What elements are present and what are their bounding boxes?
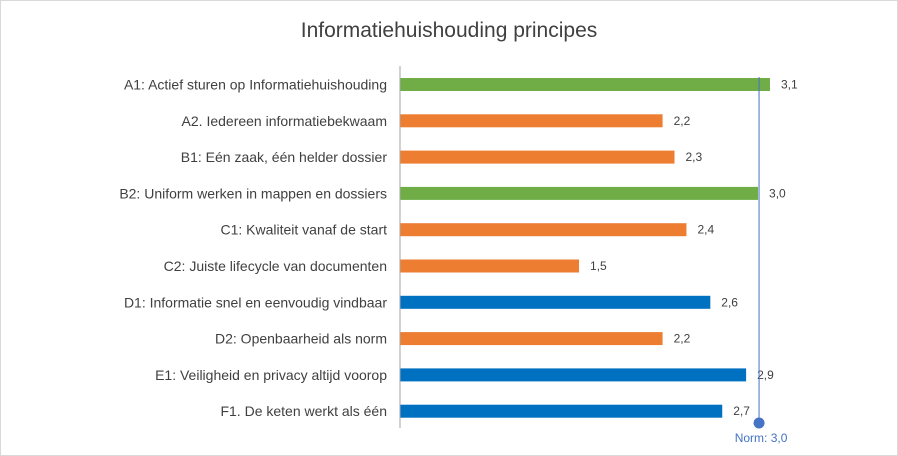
category-label: C1: Kwaliteit vanaf de start [220, 222, 387, 238]
bar [400, 150, 675, 164]
bar [400, 404, 723, 418]
bar [400, 186, 759, 200]
data-label: 2,7 [733, 404, 750, 418]
norm-label: Norm: 3,0 [735, 431, 788, 445]
category-label: A2. Iedereen informatiebekwaam [182, 113, 387, 129]
data-label: 2,4 [697, 223, 714, 237]
bar [400, 223, 687, 237]
data-label: 3,0 [769, 186, 786, 200]
data-label: 2,9 [757, 368, 774, 382]
bar [400, 78, 770, 91]
norm-group: Norm: 3,0 [735, 77, 788, 445]
data-label: 1,5 [590, 259, 607, 273]
norm-marker [753, 417, 765, 429]
category-label: B2: Uniform werken in mappen en dossiers [119, 185, 387, 201]
bar [400, 114, 663, 128]
category-label: C2: Juiste lifecycle van documenten [164, 258, 387, 274]
category-label: F1. De keten werkt als één [220, 403, 387, 419]
bars-group: A1: Actief sturen op Informatiehuishoudi… [119, 77, 798, 420]
data-label: 2,2 [674, 114, 691, 128]
category-label: A1: Actief sturen op Informatiehuishoudi… [124, 77, 387, 93]
chart-title: Informatiehuishouding principes [300, 19, 598, 42]
bar [400, 368, 747, 382]
bar [400, 259, 580, 273]
bar [400, 332, 663, 346]
category-label: E1: Veiligheid en privacy altijd voorop [155, 367, 387, 383]
data-label: 2,2 [674, 332, 691, 346]
data-label: 2,6 [721, 295, 738, 309]
category-label: D1: Informatie snel en eenvoudig vindbaa… [124, 294, 387, 310]
data-label: 3,1 [781, 78, 798, 92]
data-label: 2,3 [686, 150, 703, 164]
bar [400, 295, 711, 309]
category-label: D2: Openbaarheid als norm [215, 331, 387, 347]
category-label: B1: Eén zaak, één helder dossier [181, 149, 388, 165]
